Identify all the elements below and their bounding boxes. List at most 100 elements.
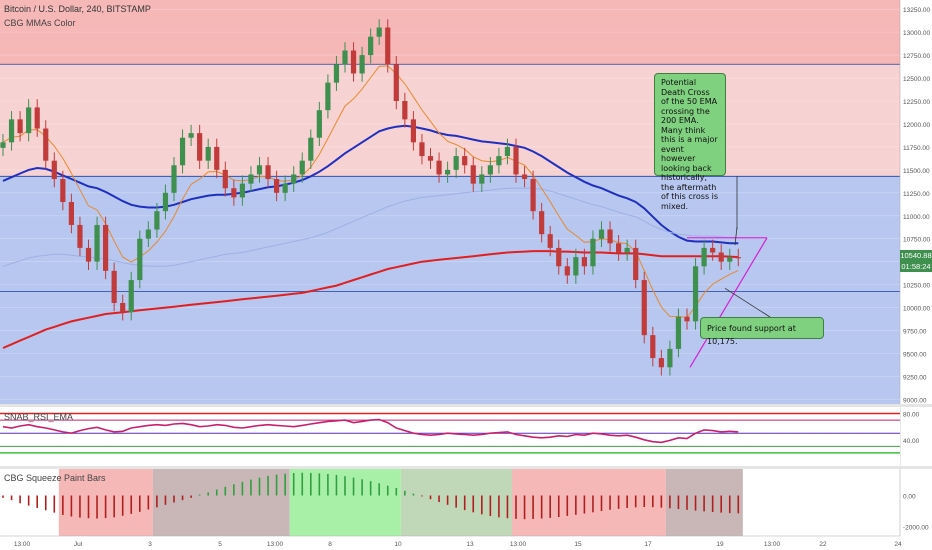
rsi-tick-label: 40.00 xyxy=(903,438,920,445)
price-tick-label: 12000.00 xyxy=(903,122,930,129)
candle-body xyxy=(60,179,66,202)
candle-body xyxy=(179,137,186,166)
time-tick-label: 13:00 xyxy=(764,541,781,548)
candle-body xyxy=(633,247,639,281)
candle-body xyxy=(445,169,451,175)
time-tick-label: Jul xyxy=(74,541,83,548)
candle-body xyxy=(222,169,228,189)
candles xyxy=(0,19,741,376)
candle-body xyxy=(274,179,280,193)
time-tick-label: 13:00 xyxy=(267,541,284,548)
candle-body xyxy=(692,266,699,322)
candle-body xyxy=(154,211,160,230)
candle-body xyxy=(624,247,630,253)
support-annotation: Price found support at 10,175. xyxy=(700,317,824,346)
time-tick-label: 19 xyxy=(716,541,724,548)
squeeze-zone xyxy=(152,469,290,536)
candle-body xyxy=(521,174,528,180)
candle-body xyxy=(162,192,169,212)
candle-body xyxy=(598,229,605,239)
candle-body xyxy=(308,137,314,161)
price-tick-label: 12250.00 xyxy=(903,99,930,106)
price-tick-label: 9000.00 xyxy=(903,397,927,404)
death-cross-pointer xyxy=(734,226,738,246)
candle-body xyxy=(487,165,493,175)
candle-body xyxy=(231,188,237,198)
ema-200-line xyxy=(2,250,739,349)
candle-body xyxy=(539,211,545,235)
candle-body xyxy=(402,101,408,120)
squeeze-zone xyxy=(512,469,666,536)
candle-body xyxy=(51,160,57,180)
squeeze-tick-label: -2000.00 xyxy=(903,525,929,532)
chart-title: Bitcoin / U.S. Dollar, 240, BITSTAMP xyxy=(4,4,151,14)
price-tick-label: 11750.00 xyxy=(903,145,930,152)
candle-body xyxy=(496,156,502,166)
candle-body xyxy=(675,316,682,349)
time-tick-label: 3 xyxy=(148,541,152,548)
candle-body xyxy=(573,257,579,276)
ema-50-line xyxy=(2,124,739,245)
candle-body xyxy=(513,146,519,175)
candle-body xyxy=(385,27,391,65)
price-tick-label: 10250.00 xyxy=(903,283,930,290)
candle-body xyxy=(393,64,399,101)
candle-body xyxy=(333,64,340,83)
candle-body xyxy=(0,142,6,148)
candle-body xyxy=(607,229,613,244)
candle-body xyxy=(667,348,673,368)
time-tick-label: 5 xyxy=(218,541,222,548)
candle-body xyxy=(735,257,741,259)
indicator-legend: CBG MMAs Color xyxy=(4,18,76,28)
candle-body xyxy=(299,160,305,175)
candle-body xyxy=(427,156,434,161)
candle-body xyxy=(359,55,365,74)
time-tick-label: 13:00 xyxy=(510,541,527,548)
candle-body xyxy=(564,266,570,276)
candle-body xyxy=(68,202,74,225)
candle-body xyxy=(368,36,374,56)
time-tick-label: 17 xyxy=(644,541,652,548)
candle-body xyxy=(265,165,271,180)
time-tick-label: 13 xyxy=(466,541,474,548)
candle-body xyxy=(248,174,254,184)
price-tick-label: 11500.00 xyxy=(903,168,930,175)
candle-body xyxy=(214,146,220,170)
panel-separator xyxy=(0,404,932,407)
support-zone xyxy=(0,176,900,404)
candle-body xyxy=(43,128,49,161)
candle-body xyxy=(701,247,707,267)
candle-body xyxy=(462,156,468,166)
candle-body xyxy=(85,247,92,262)
candle-body xyxy=(282,183,288,193)
price-tick-label: 13250.00 xyxy=(903,7,930,14)
price-tick-label: 12500.00 xyxy=(903,76,930,83)
time-tick-label: 13:00 xyxy=(14,541,31,548)
squeeze-bars xyxy=(2,472,740,520)
candle-body xyxy=(26,107,32,134)
candle-body xyxy=(547,234,553,248)
candle-body xyxy=(120,303,126,313)
candle-body xyxy=(316,110,322,138)
candle-body xyxy=(530,179,536,212)
candle-body xyxy=(590,238,596,267)
candle-body xyxy=(727,257,733,262)
candle-body xyxy=(256,165,263,175)
time-tick-label: 8 xyxy=(328,541,332,548)
candle-body xyxy=(205,146,211,161)
price-tick-label: 10000.00 xyxy=(903,306,930,313)
price-tick-label: 12750.00 xyxy=(903,53,930,60)
last-price-tag: 10540.88 xyxy=(900,250,932,261)
triangle-lower-line xyxy=(689,237,768,368)
candle-body xyxy=(291,174,297,184)
candle-body xyxy=(171,165,177,193)
candle-body xyxy=(137,238,143,281)
candle-body xyxy=(376,27,382,37)
candle-body xyxy=(581,257,587,267)
support-leader xyxy=(724,287,771,318)
price-tick-label: 9750.00 xyxy=(903,329,927,336)
candle-body xyxy=(410,119,416,143)
candle-body xyxy=(419,142,425,157)
rsi-tick-label: 80.00 xyxy=(903,412,920,419)
